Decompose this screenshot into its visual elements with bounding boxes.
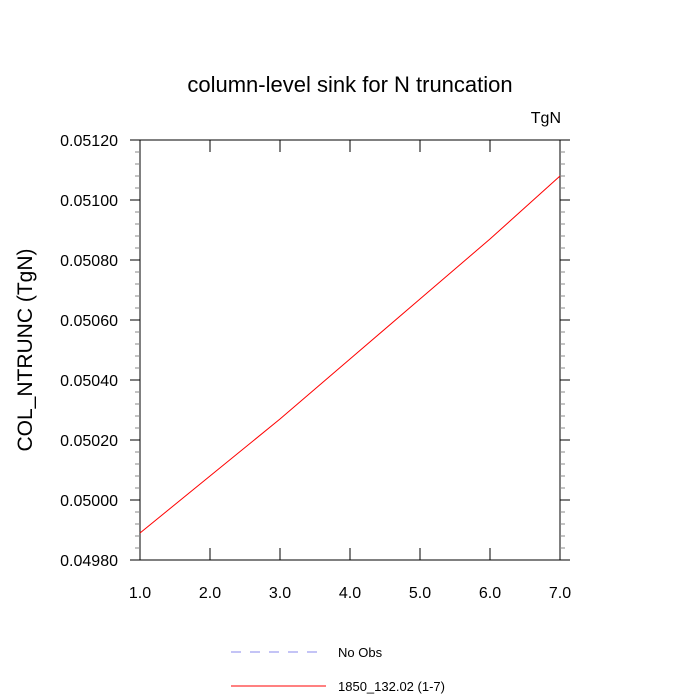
units-label: TgN [531,110,561,127]
x-tick-label: 3.0 [269,585,291,602]
series-line [139,175,561,534]
x-tick-label: 7.0 [549,585,571,602]
chart-title: column-level sink for N truncation [187,72,512,97]
legend: No Obs 1850_132.02 (1-7) [231,645,445,694]
x-tick-label: 2.0 [199,585,221,602]
y-tick-label: 0.05120 [60,133,118,150]
y-tick-label: 0.04980 [60,553,118,570]
x-tick-label: 1.0 [129,585,151,602]
x-tick-label: 5.0 [409,585,431,602]
y-tick-label: 0.05080 [60,253,118,270]
y-tick-label: 0.05020 [60,433,118,450]
y-axis-label: COL_NTRUNC (TgN) [14,248,37,451]
x-tick-label: 4.0 [339,585,361,602]
legend-label: 1850_132.02 (1-7) [338,679,445,694]
y-tick-label: 0.05100 [60,193,118,210]
y-tick-label: 0.05040 [60,373,118,390]
axis-ticks: 1.0 2.0 3.0 4.0 5.0 6.0 7.0 0.04980 0.05000 0.050… [60,133,571,602]
plot-frame [139,139,561,561]
series-group [139,175,561,534]
legend-label: No Obs [338,645,383,660]
y-tick-label: 0.05000 [60,493,118,510]
x-tick-label: 6.0 [479,585,501,602]
y-tick-label: 0.05060 [60,313,118,330]
